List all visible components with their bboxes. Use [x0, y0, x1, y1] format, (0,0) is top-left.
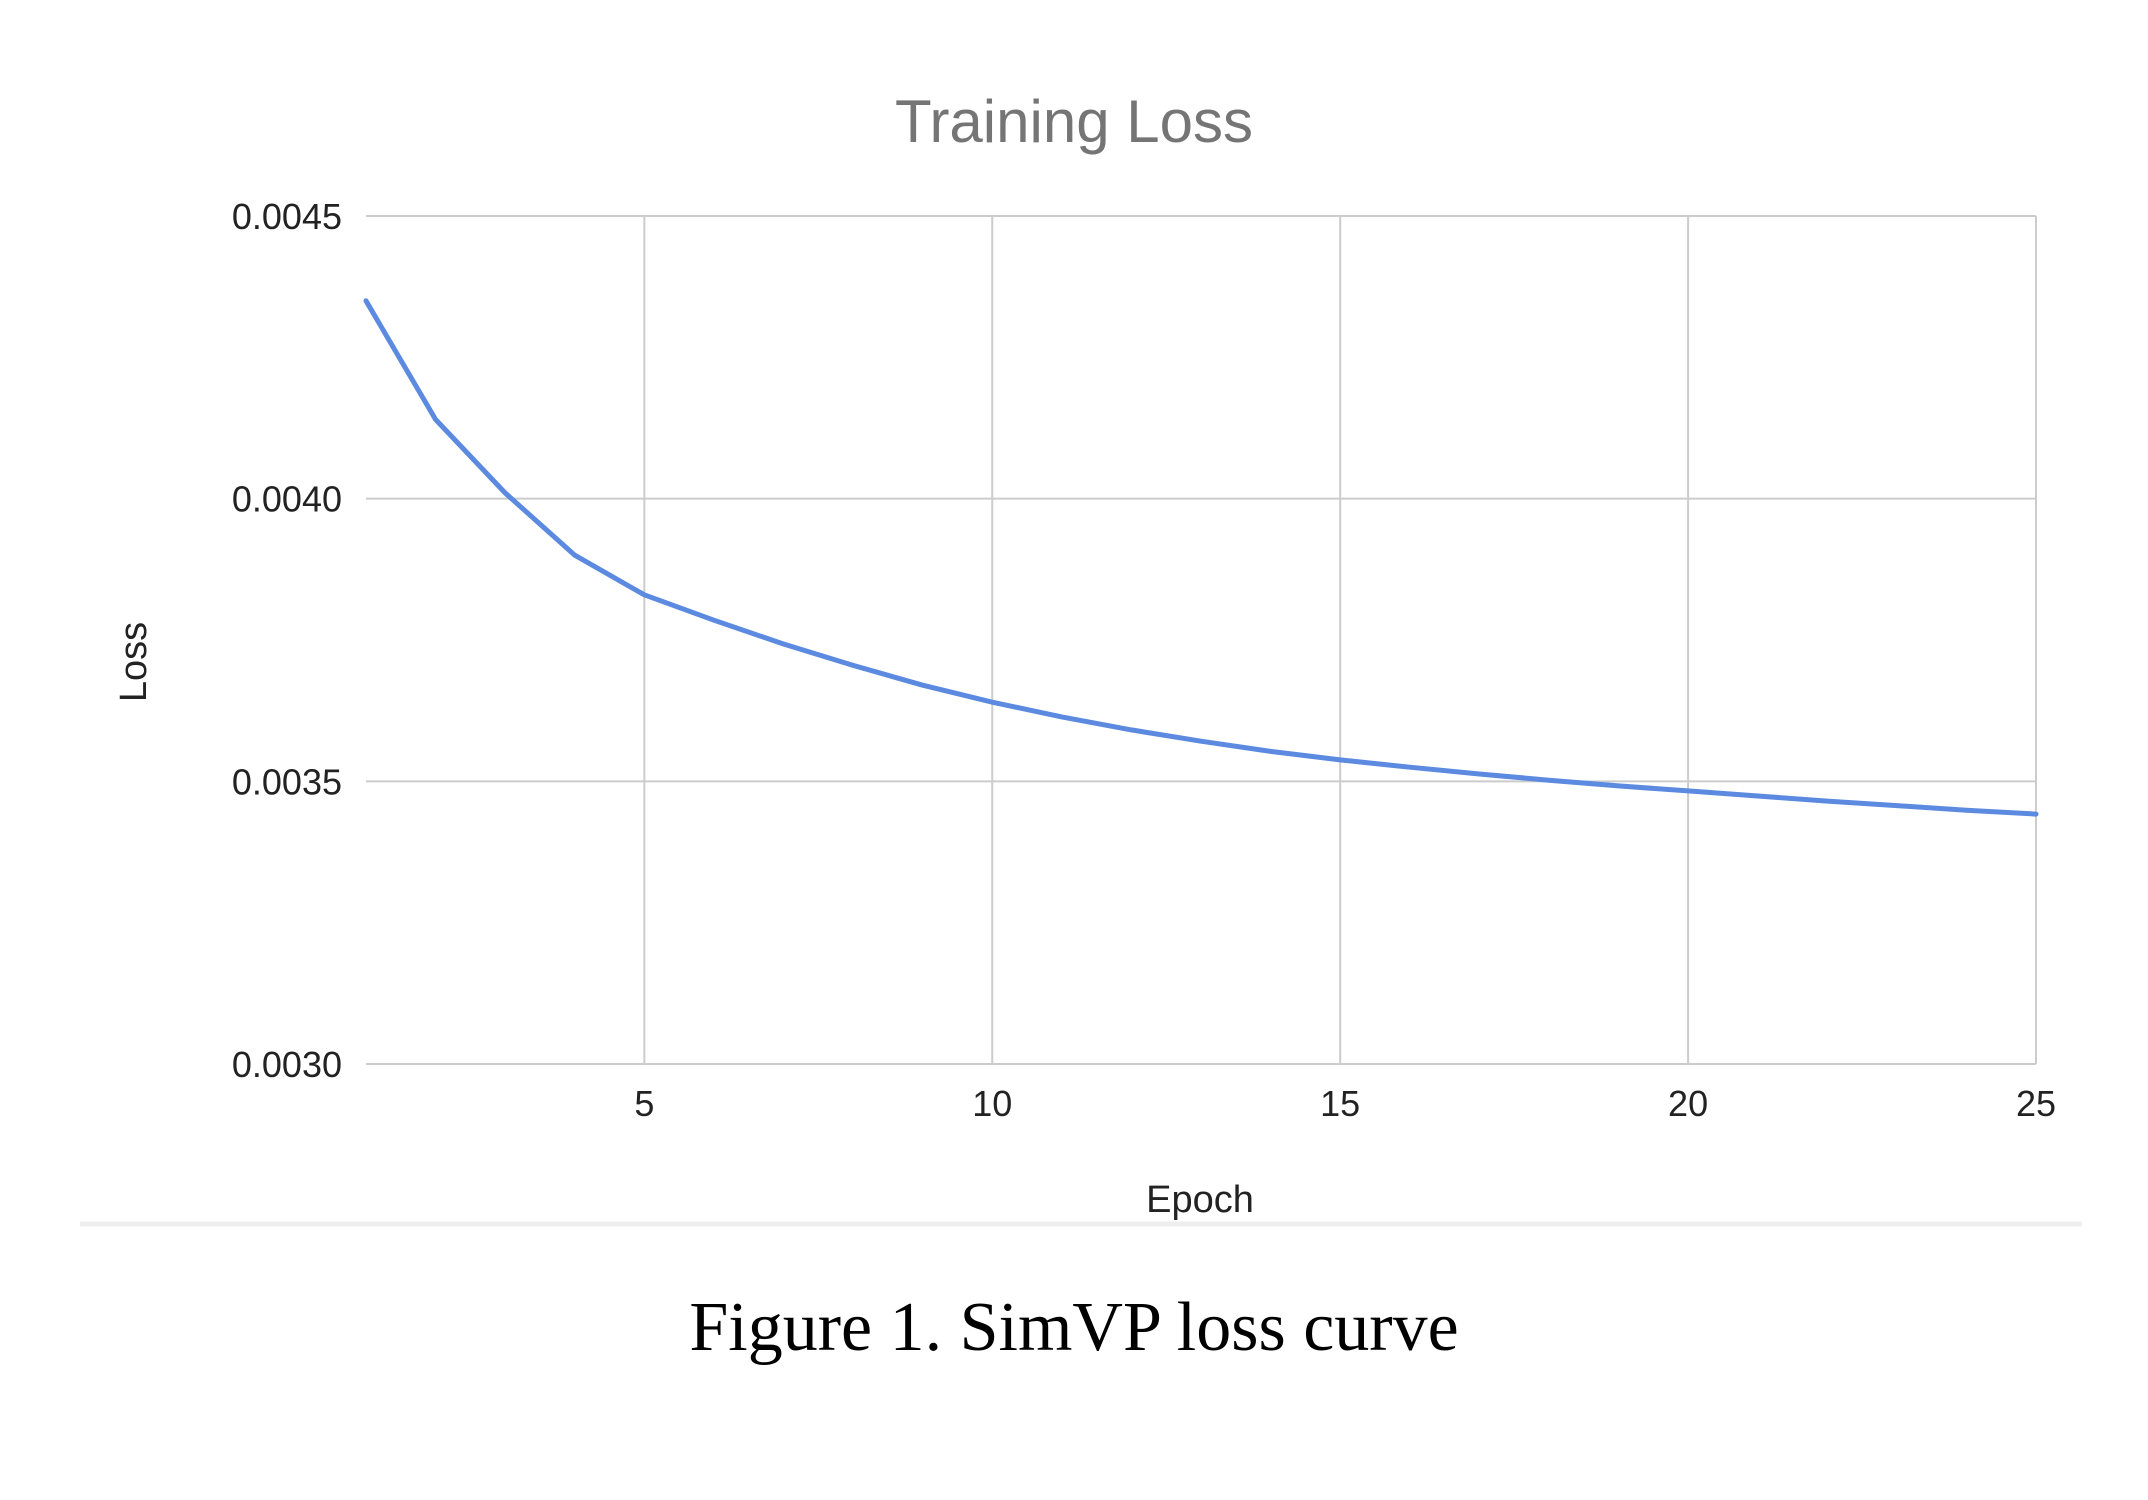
- x-axis-label: Epoch: [1146, 1179, 1254, 1221]
- y-axis-label: Loss: [113, 622, 155, 702]
- chart-title: Training Loss: [895, 88, 1253, 155]
- x-tick-label: 15: [1320, 1083, 1360, 1124]
- x-tick-label: 5: [634, 1083, 654, 1124]
- figure-caption: Figure 1. SimVP loss curve: [689, 1289, 1459, 1366]
- series-line: [363, 298, 2039, 817]
- x-tick-label: 25: [2016, 1083, 2056, 1124]
- series-layer: [363, 298, 2039, 817]
- x-tick-label: 20: [1668, 1083, 1708, 1124]
- y-tick-label: 0.0035: [232, 761, 342, 802]
- tick-labels: 0.0030 0.0035 0.0040 0.0045 5 10 15 20 25: [232, 196, 2056, 1124]
- y-tick-label: 0.0045: [232, 196, 342, 237]
- grid: [366, 215, 2037, 1065]
- y-tick-label: 0.0030: [232, 1044, 342, 1085]
- x-tick-label: 10: [972, 1083, 1012, 1124]
- y-tick-label: 0.0040: [232, 479, 342, 520]
